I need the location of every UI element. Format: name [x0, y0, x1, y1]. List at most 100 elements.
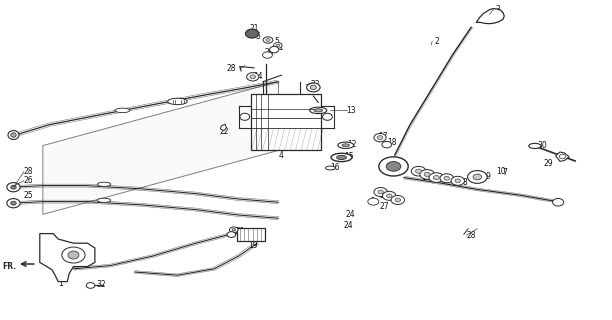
Ellipse shape [444, 176, 449, 180]
Text: FR.: FR. [2, 262, 17, 271]
Text: 1: 1 [58, 279, 63, 288]
Polygon shape [220, 124, 226, 131]
Ellipse shape [10, 185, 16, 189]
Ellipse shape [274, 43, 282, 48]
Ellipse shape [10, 201, 16, 205]
Ellipse shape [553, 198, 564, 206]
Ellipse shape [86, 283, 95, 288]
Ellipse shape [62, 247, 85, 263]
Text: 17: 17 [378, 132, 388, 140]
Ellipse shape [326, 166, 335, 170]
Ellipse shape [276, 44, 280, 47]
Ellipse shape [269, 46, 278, 53]
Ellipse shape [314, 109, 323, 112]
Text: 28: 28 [466, 231, 476, 240]
Ellipse shape [416, 169, 422, 173]
Text: 28: 28 [226, 64, 236, 73]
Polygon shape [476, 9, 504, 24]
Text: 27: 27 [422, 173, 432, 182]
FancyBboxPatch shape [251, 94, 321, 150]
Ellipse shape [7, 183, 20, 192]
Ellipse shape [245, 29, 259, 38]
Ellipse shape [307, 83, 320, 92]
Ellipse shape [263, 37, 273, 43]
Ellipse shape [310, 107, 327, 114]
Ellipse shape [429, 173, 444, 182]
Text: 15: 15 [344, 152, 354, 161]
Ellipse shape [310, 85, 316, 90]
Ellipse shape [168, 98, 187, 105]
Ellipse shape [395, 198, 400, 202]
Text: 26: 26 [24, 176, 34, 185]
Ellipse shape [386, 194, 392, 198]
Text: 29: 29 [543, 159, 553, 168]
Polygon shape [40, 234, 95, 282]
Text: 18: 18 [387, 138, 397, 147]
Text: 24: 24 [346, 210, 356, 219]
Text: 32: 32 [97, 280, 106, 289]
Ellipse shape [337, 156, 346, 160]
Text: 22: 22 [219, 127, 229, 136]
Text: 6: 6 [369, 197, 374, 206]
Ellipse shape [411, 166, 426, 176]
Ellipse shape [247, 73, 259, 81]
Ellipse shape [97, 182, 111, 186]
Ellipse shape [7, 199, 20, 208]
Ellipse shape [8, 131, 19, 140]
Ellipse shape [378, 190, 383, 194]
Ellipse shape [468, 171, 487, 183]
Text: 30: 30 [537, 141, 547, 150]
Text: 27: 27 [379, 191, 389, 200]
Polygon shape [43, 82, 278, 214]
FancyBboxPatch shape [237, 228, 265, 241]
Text: 13: 13 [346, 106, 356, 115]
Text: 3: 3 [496, 5, 501, 14]
Ellipse shape [424, 172, 430, 177]
Text: 25: 25 [24, 191, 34, 200]
Text: 4: 4 [278, 151, 283, 160]
Ellipse shape [391, 196, 405, 204]
Ellipse shape [250, 75, 255, 79]
Text: 9: 9 [485, 172, 490, 181]
Ellipse shape [386, 162, 401, 171]
Ellipse shape [529, 143, 541, 148]
Ellipse shape [382, 191, 396, 200]
Text: 28: 28 [24, 167, 34, 176]
Text: 5: 5 [274, 37, 279, 46]
Ellipse shape [342, 144, 349, 147]
Ellipse shape [374, 133, 386, 142]
Ellipse shape [230, 227, 238, 233]
Ellipse shape [559, 154, 565, 159]
Text: 20: 20 [264, 48, 274, 57]
Ellipse shape [266, 39, 270, 42]
Ellipse shape [232, 228, 236, 231]
Text: 8: 8 [462, 178, 467, 187]
Ellipse shape [377, 136, 383, 140]
Text: 7: 7 [502, 168, 507, 177]
Ellipse shape [115, 108, 130, 113]
Polygon shape [556, 152, 569, 161]
Ellipse shape [368, 198, 379, 205]
Ellipse shape [97, 198, 111, 203]
Ellipse shape [382, 141, 392, 148]
Ellipse shape [374, 188, 387, 196]
Ellipse shape [331, 153, 352, 162]
Ellipse shape [455, 179, 460, 183]
Text: 24: 24 [344, 221, 354, 230]
Ellipse shape [240, 113, 250, 120]
Text: 27: 27 [379, 202, 389, 211]
Ellipse shape [440, 174, 453, 183]
Text: 23: 23 [311, 80, 321, 89]
Text: 21: 21 [250, 24, 259, 33]
Ellipse shape [227, 232, 236, 237]
Ellipse shape [68, 251, 79, 259]
Text: 16: 16 [330, 163, 340, 172]
Text: 14: 14 [253, 72, 263, 81]
Ellipse shape [323, 113, 332, 120]
Ellipse shape [451, 176, 465, 185]
Text: 10: 10 [496, 167, 506, 176]
Text: 19: 19 [248, 241, 258, 250]
Ellipse shape [263, 52, 272, 58]
Ellipse shape [10, 133, 16, 137]
Text: 2: 2 [435, 37, 439, 46]
